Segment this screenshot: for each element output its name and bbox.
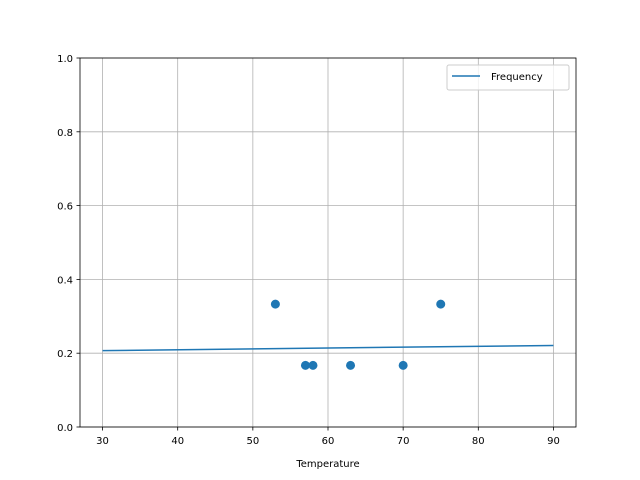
y-tick-label: 0.4 <box>57 275 73 286</box>
scatter-point <box>436 299 446 309</box>
scatter-point <box>308 360 318 370</box>
legend-box <box>446 64 570 91</box>
x-tick-label: 40 <box>171 436 184 447</box>
y-tick-label: 0.8 <box>57 128 73 139</box>
scatter-point <box>270 299 280 309</box>
x-tick-label: 30 <box>96 436 109 447</box>
scatter-point <box>346 360 356 370</box>
ticks: 30 40 50 60 70 80 90 0.0 0.2 0.4 0.6 0.8 1.0 <box>57 54 560 447</box>
grid <box>80 57 576 428</box>
series-line-frequency <box>102 344 554 352</box>
y-tick-label: 0.0 <box>57 423 73 434</box>
x-tick-label: 90 <box>547 436 560 447</box>
x-axis-label: Temperature <box>295 459 359 470</box>
x-tick-label: 80 <box>472 436 485 447</box>
y-tick-label: 0.6 <box>57 202 73 213</box>
legend-label-frequency: Frequency <box>491 72 543 83</box>
legend: Frequency <box>446 64 570 91</box>
y-tick-label: 1.0 <box>57 54 73 65</box>
y-tick-label: 0.2 <box>57 349 73 360</box>
scatter-point <box>398 360 408 370</box>
x-tick-label: 60 <box>322 436 335 447</box>
plot-marks <box>102 299 554 370</box>
x-tick-label: 70 <box>397 436 410 447</box>
scatter-point <box>300 360 310 370</box>
x-tick-label: 50 <box>246 436 259 447</box>
